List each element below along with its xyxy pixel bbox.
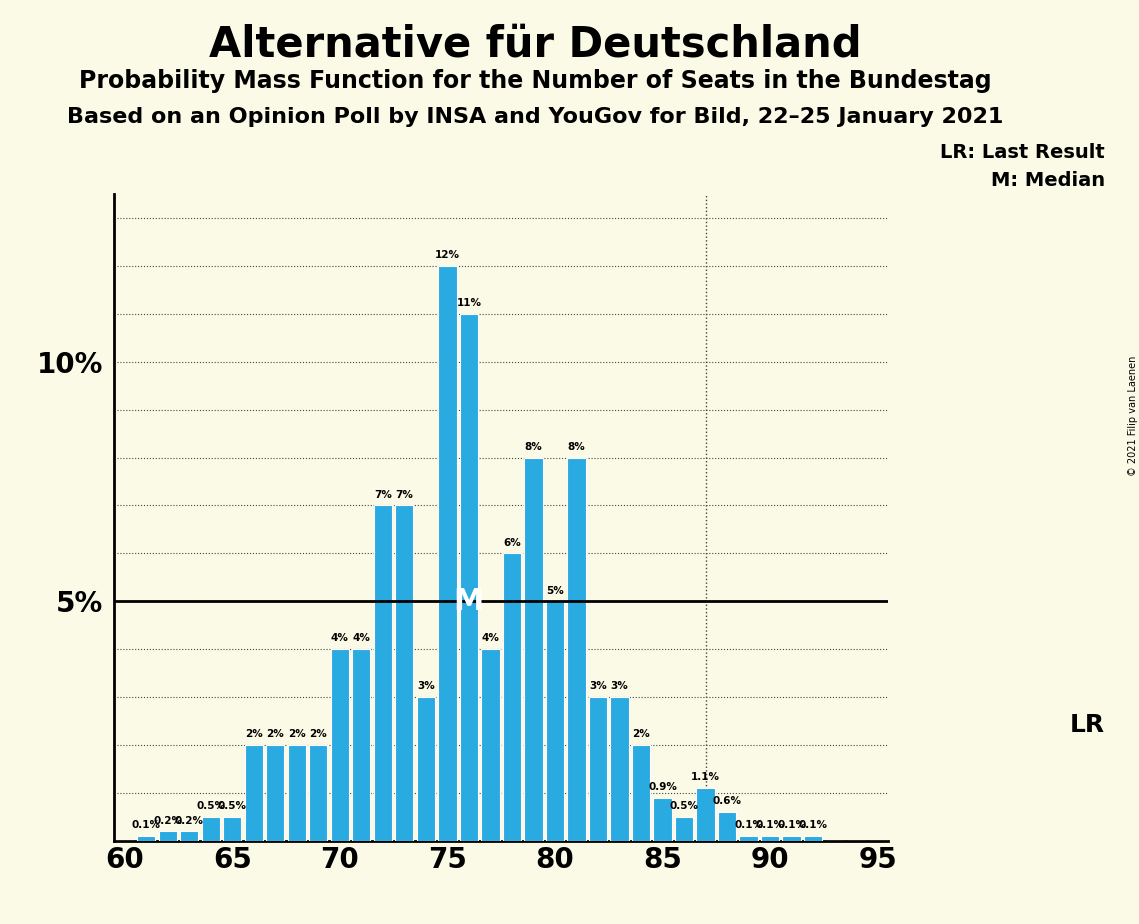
Text: 6%: 6% <box>503 538 521 548</box>
Bar <box>611 697 629 841</box>
Text: 2%: 2% <box>310 729 327 739</box>
Text: 0.5%: 0.5% <box>218 801 247 811</box>
Text: 4%: 4% <box>352 634 370 643</box>
Bar <box>675 817 694 841</box>
Text: 3%: 3% <box>611 681 629 691</box>
Bar <box>374 505 392 841</box>
Bar <box>482 650 500 841</box>
Bar <box>223 817 241 841</box>
Text: 0.1%: 0.1% <box>132 821 161 831</box>
Bar <box>352 650 370 841</box>
Text: 2%: 2% <box>245 729 263 739</box>
Text: 12%: 12% <box>435 250 460 261</box>
Bar <box>245 745 263 841</box>
Text: M: M <box>453 587 484 615</box>
Text: 3%: 3% <box>417 681 435 691</box>
Text: 4%: 4% <box>482 634 499 643</box>
Text: 0.5%: 0.5% <box>670 801 698 811</box>
Bar <box>739 836 757 841</box>
Text: 7%: 7% <box>395 490 413 500</box>
Text: 7%: 7% <box>374 490 392 500</box>
Bar <box>395 505 413 841</box>
Text: 0.2%: 0.2% <box>174 816 204 825</box>
Text: 2%: 2% <box>267 729 284 739</box>
Bar <box>137 836 155 841</box>
Bar <box>782 836 801 841</box>
Text: LR: Last Result: LR: Last Result <box>940 143 1105 163</box>
Bar <box>330 650 349 841</box>
Text: M: Median: M: Median <box>991 171 1105 190</box>
Bar <box>804 836 822 841</box>
Text: 0.1%: 0.1% <box>734 821 763 831</box>
Text: 0.1%: 0.1% <box>777 821 806 831</box>
Text: 0.5%: 0.5% <box>196 801 226 811</box>
Text: 2%: 2% <box>288 729 305 739</box>
Text: 0.6%: 0.6% <box>713 796 741 807</box>
Bar <box>288 745 306 841</box>
Bar <box>460 314 478 841</box>
Bar <box>718 812 736 841</box>
Text: 4%: 4% <box>330 634 349 643</box>
Bar <box>417 697 435 841</box>
Text: 3%: 3% <box>589 681 607 691</box>
Bar <box>524 457 542 841</box>
Bar <box>502 553 521 841</box>
Bar <box>546 602 564 841</box>
Bar <box>309 745 327 841</box>
Text: 0.9%: 0.9% <box>648 782 677 792</box>
Text: Based on an Opinion Poll by INSA and YouGov for Bild, 22–25 January 2021: Based on an Opinion Poll by INSA and You… <box>67 107 1003 128</box>
Text: 8%: 8% <box>525 442 542 452</box>
Bar <box>632 745 650 841</box>
Text: LR: LR <box>1070 713 1105 737</box>
Text: Alternative für Deutschland: Alternative für Deutschland <box>210 23 861 65</box>
Text: 8%: 8% <box>567 442 585 452</box>
Text: 0.2%: 0.2% <box>153 816 182 825</box>
Text: 0.1%: 0.1% <box>755 821 785 831</box>
Bar <box>158 832 177 841</box>
Bar <box>202 817 220 841</box>
Text: 0.1%: 0.1% <box>798 821 828 831</box>
Text: 1.1%: 1.1% <box>691 772 720 783</box>
Bar <box>761 836 779 841</box>
Text: © 2021 Filip van Laenen: © 2021 Filip van Laenen <box>1129 356 1138 476</box>
Text: Probability Mass Function for the Number of Seats in the Bundestag: Probability Mass Function for the Number… <box>79 69 992 93</box>
Bar <box>589 697 607 841</box>
Bar <box>567 457 585 841</box>
Text: 2%: 2% <box>632 729 650 739</box>
Text: 5%: 5% <box>546 586 564 596</box>
Text: 11%: 11% <box>457 298 482 308</box>
Bar <box>696 788 714 841</box>
Bar <box>654 797 672 841</box>
Bar <box>267 745 285 841</box>
Bar <box>180 832 198 841</box>
Bar <box>439 266 457 841</box>
